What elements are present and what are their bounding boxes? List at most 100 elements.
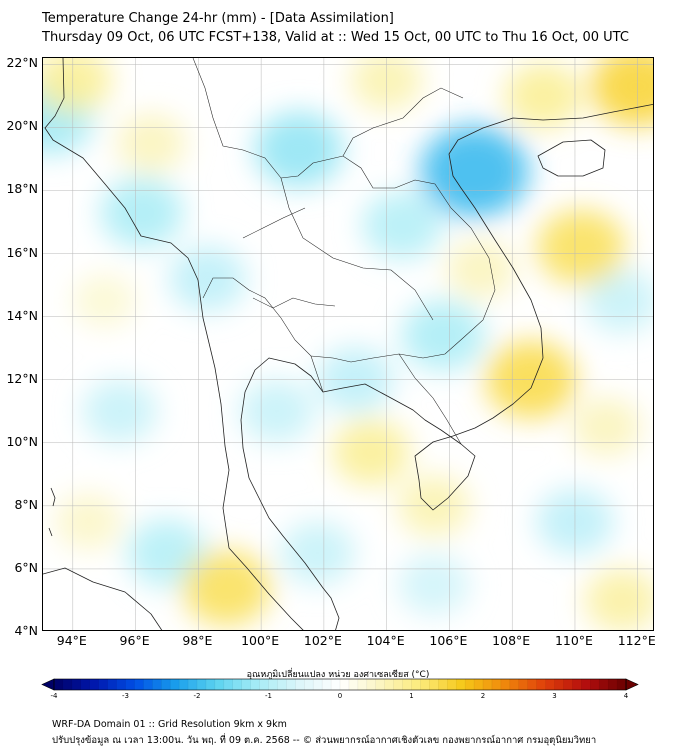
- field-blob: [126, 519, 207, 588]
- colorbar-segment: [62, 679, 73, 690]
- colorbar-tick-label: 2: [480, 692, 486, 700]
- longitude-tick-label: 112°E: [617, 633, 656, 648]
- colorbar-max-extension: [625, 678, 639, 691]
- colorbar-segment: [384, 679, 395, 690]
- field-blob: [332, 419, 410, 486]
- colorbar-segment: [143, 679, 153, 690]
- colorbar-segment: [411, 679, 421, 690]
- map-subtitle: Thursday 09 Oct, 06 UTC FCST+138, Valid …: [42, 30, 629, 45]
- colorbar-segment: [429, 679, 439, 690]
- colorbar-segment: [223, 679, 234, 690]
- colorbar-segment: [554, 679, 564, 690]
- field-blob: [43, 58, 112, 113]
- latitude-tick-label: 16°N: [6, 244, 38, 260]
- latitude-tick-label: 22°N: [6, 55, 38, 71]
- colorbar-segment: [179, 679, 189, 690]
- colorbar-segment: [483, 679, 493, 690]
- longitude-tick-label: 94°E: [56, 633, 87, 648]
- longitude-tick-label: 104°E: [366, 633, 405, 648]
- colorbar-tick-label: -4: [50, 692, 58, 700]
- field-blob: [100, 177, 184, 248]
- colorbar-segment: [188, 679, 198, 690]
- field-blob: [397, 554, 470, 616]
- colorbar-tick-label: 1: [409, 692, 414, 700]
- colorbar-min-extension: [41, 678, 55, 691]
- mainland-coastline: [44, 58, 653, 630]
- latitude-tick-label: 8°N: [14, 496, 38, 512]
- field-blob: [82, 379, 158, 443]
- map-title: Temperature Change 24-hr (mm) - [Data As…: [42, 11, 394, 26]
- colorbar-segment: [357, 679, 368, 690]
- field-blob: [254, 111, 343, 188]
- colorbar-segment: [259, 679, 269, 690]
- colorbar-tick-label: -2: [193, 692, 201, 700]
- andaman-islands: [48, 487, 56, 537]
- latitude-tick-label: 6°N: [14, 559, 38, 575]
- footer-model-info: WRF-DA Domain 01 :: Grid Resolution 9km …: [52, 719, 287, 730]
- colorbar-segment: [366, 679, 377, 690]
- longitude-tick-label: 110°E: [554, 633, 593, 648]
- colorbar-segment: [545, 679, 555, 690]
- colorbar-segment: [599, 679, 609, 690]
- colorbar-segment: [581, 679, 591, 690]
- colorbar-tick-label: 3: [552, 692, 557, 700]
- colorbar-segment: [304, 679, 314, 690]
- longitude-tick-label: 102°E: [303, 633, 342, 648]
- colorbar-segment: [608, 679, 618, 690]
- field-blob: [504, 63, 583, 129]
- sumatra-coast: [43, 567, 163, 630]
- colorbar-title: อุณหภูมิเปลี่ยนแปลง หน่วย องศาเซลเซียส (…: [246, 670, 430, 680]
- latitude-tick-label: 20°N: [6, 118, 38, 134]
- field-blob: [401, 300, 485, 371]
- latitude-tick-label: 14°N: [6, 307, 38, 323]
- colorbar-segment: [340, 679, 350, 690]
- colorbar-segment: [54, 679, 64, 690]
- colorbar-segment: [152, 679, 162, 690]
- colorbar-tick-label: 4: [623, 692, 629, 700]
- latitude-tick-label: 10°N: [6, 433, 38, 449]
- colorbar-segment: [563, 679, 573, 690]
- field-blob: [590, 58, 653, 127]
- field-blob: [55, 493, 122, 550]
- colorbar-segment: [286, 679, 296, 690]
- temperature-field: [43, 58, 653, 630]
- longitude-tick-label: 108°E: [492, 633, 531, 648]
- political-borders: [192, 58, 496, 445]
- colorbar-segment: [161, 679, 171, 690]
- latitude-tick-label: 12°N: [6, 370, 38, 386]
- graticule: [43, 58, 653, 630]
- field-blob: [420, 125, 529, 218]
- colorbar-segment: [98, 679, 109, 690]
- colorbar-segment: [250, 679, 260, 690]
- colorbar-segment: [465, 679, 475, 690]
- colorbar-segment: [491, 679, 502, 690]
- colorbar-segment: [375, 679, 386, 690]
- colorbar-segment: [447, 679, 457, 690]
- field-blob: [446, 240, 516, 299]
- colorbar-border: [53, 678, 627, 691]
- colorbar-segment: [268, 679, 278, 690]
- colorbar-segment: [134, 679, 144, 690]
- colorbar-segment: [80, 679, 91, 690]
- field-blob: [571, 397, 641, 457]
- colorbar-segment: [125, 679, 135, 690]
- colorbar-tick-label: -1: [265, 692, 272, 700]
- longitude-tick-label: 106°E: [429, 633, 468, 648]
- colorbar-segment: [295, 679, 305, 690]
- colorbar-segment: [590, 679, 600, 690]
- colorbar-segment: [509, 679, 520, 690]
- colorbar-tick-label: -3: [122, 692, 129, 700]
- colorbar-segment: [420, 679, 430, 690]
- colorbar-segment: [474, 679, 484, 690]
- colorbar-segment: [170, 679, 180, 690]
- colorbar-segment: [500, 679, 511, 690]
- field-blob: [537, 209, 626, 285]
- field-blob: [239, 379, 315, 443]
- longitude-tick-label: 96°E: [119, 633, 150, 648]
- longitude-tick-label: 98°E: [182, 633, 213, 648]
- colorbar-segment: [348, 679, 359, 690]
- colorbar-segment: [572, 679, 582, 690]
- colorbar-segment: [89, 679, 100, 690]
- colorbar-tick-label: 0: [337, 692, 343, 700]
